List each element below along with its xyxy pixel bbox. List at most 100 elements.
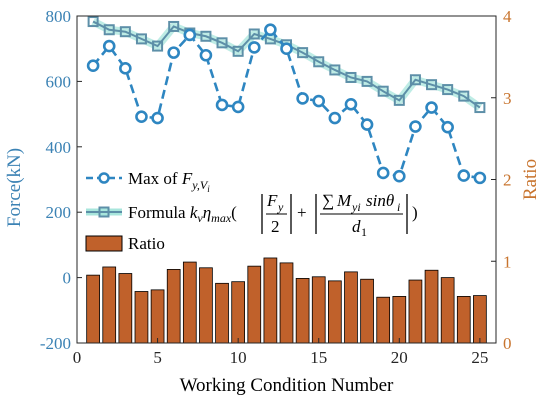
max-force-point (441, 120, 454, 134)
ratio-bar (86, 274, 100, 344)
ratio-bar (102, 266, 117, 344)
y-left-tick-label: -200 (40, 334, 71, 353)
formula-line-glow (91, 17, 483, 111)
max-force-point (376, 166, 390, 180)
formula-point (87, 16, 99, 28)
max-force-point (119, 62, 132, 75)
formula-point (474, 102, 486, 114)
y-right-tick-label: 1 (503, 252, 512, 271)
formula-point (393, 94, 405, 106)
ratio-bar (424, 269, 439, 344)
ratio-bar (327, 280, 342, 344)
formula-point (313, 56, 325, 68)
ratio-bar (295, 278, 310, 344)
x-axis-title: Working Condition Number (180, 375, 394, 396)
max-force-point (409, 120, 422, 133)
max-force-point (393, 169, 406, 183)
ratio-bar (215, 282, 229, 344)
ratio-bar (134, 291, 149, 344)
svg-text:1: 1 (361, 225, 367, 239)
formula-point (200, 30, 212, 42)
x-tick-label: 0 (73, 348, 82, 367)
formula-point (232, 45, 244, 57)
formula-point (409, 74, 421, 86)
formula-point (248, 28, 260, 40)
y-left-tick-label: 800 (46, 7, 72, 26)
svg-text:∑: ∑ (322, 191, 334, 210)
svg-text:+: + (297, 203, 307, 222)
y-right-tick-label: 0 (503, 334, 512, 353)
y-left-tick-label: 0 (63, 269, 72, 288)
ratio-bar (408, 279, 423, 344)
legend-marker-bar (85, 235, 123, 252)
formula-point (103, 24, 115, 36)
ratio-bar (311, 276, 326, 344)
formula-point (361, 75, 373, 87)
max-force-point (457, 169, 471, 182)
y-left-tick-label: 400 (46, 138, 72, 157)
legend-marker-circle (98, 172, 110, 184)
ratio-bar (440, 277, 455, 344)
ratio-bar (166, 269, 181, 344)
formula-point (345, 71, 357, 83)
ratio-bar (279, 262, 294, 344)
svg-text:i: i (397, 200, 400, 214)
max-force-point (312, 94, 326, 108)
y-axis-right: 0 1 2 3 4 (491, 7, 512, 353)
max-force-point (183, 28, 197, 42)
y-left-tick-label: 600 (46, 72, 72, 91)
max-force-point (215, 98, 229, 112)
max-force-point (296, 92, 309, 105)
line-series-max-force (86, 23, 487, 185)
formula-point (119, 26, 131, 38)
formula-point (458, 90, 470, 102)
ratio-bar (392, 296, 407, 344)
max-force-point (151, 111, 164, 125)
ratio-bar (360, 278, 374, 344)
ratio-bar (456, 296, 471, 344)
svg-text:yi: yi (351, 200, 361, 214)
line-series-formula (87, 16, 486, 114)
svg-text:y: y (277, 200, 284, 214)
max-force-point (167, 46, 180, 59)
legend-entry-formula: Formula kvηmax( F y 2 + ∑ M yi sinθ i d … (86, 191, 418, 239)
y-axis-left-title: Force(kN) (4, 148, 25, 227)
bar-series-ratio (86, 257, 487, 344)
max-force-point (231, 100, 245, 114)
x-tick-label: 10 (230, 348, 247, 367)
x-axis: 0 5 10 15 20 25 (73, 338, 488, 367)
svg-text:F: F (266, 191, 278, 210)
max-force-point (86, 59, 100, 73)
legend-label-formula: Formula kvηmax( (128, 203, 237, 225)
max-force-point (264, 23, 277, 37)
formula-point (442, 84, 454, 96)
formula-point (135, 33, 147, 45)
ratio-bar (118, 273, 133, 344)
max-force-point (135, 110, 148, 124)
max-force-point (344, 97, 358, 111)
legend-entry-ratio: Ratio (85, 234, 165, 253)
formula-point (216, 37, 228, 49)
y-right-tick-label: 4 (503, 7, 512, 26)
formula-expression: F y 2 + ∑ M yi sinθ i d 1 ) (261, 191, 418, 239)
formula-line (92, 20, 481, 109)
ratio-bar (344, 271, 358, 344)
ratio-bar (199, 267, 213, 344)
ratio-bar (473, 295, 487, 344)
svg-text:d: d (352, 217, 361, 236)
x-tick-label: 5 (153, 348, 162, 367)
svg-text:): ) (412, 203, 418, 222)
formula-point (297, 47, 309, 59)
legend-marker-square (98, 206, 110, 218)
max-force-point (328, 111, 342, 125)
x-tick-label: 25 (471, 348, 488, 367)
ratio-bar (376, 296, 391, 344)
formula-point (168, 20, 180, 32)
max-force-point (102, 39, 116, 53)
max-force-point (473, 171, 487, 185)
formula-point (377, 85, 389, 97)
y-left-tick-label: 200 (46, 203, 72, 222)
formula-point (152, 40, 164, 52)
max-force-point (247, 41, 261, 54)
